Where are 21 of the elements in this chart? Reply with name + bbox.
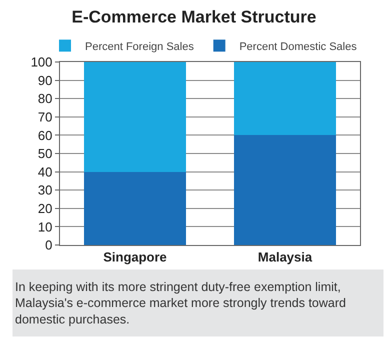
y-tick-label: 0: [45, 238, 52, 253]
x-tick-label: Singapore: [103, 250, 167, 265]
bar: [84, 62, 186, 172]
chart-title: E-Commerce Market Structure: [72, 7, 316, 26]
legend-label: Percent Foreign Sales: [85, 40, 194, 53]
y-tick-label: 100: [30, 54, 52, 70]
y-tick-label: 70: [38, 109, 52, 124]
text: In keeping with its more stringent duty-free exemption limit, Malaysia's e-commerce market more strongly trends toward domestic purchases.: [15, 280, 346, 326]
y-tick-label: 90: [38, 72, 52, 88]
bar: [234, 135, 336, 245]
y-tick-label: 20: [38, 200, 52, 216]
legend-label: Percent Domestic Sales: [239, 40, 358, 53]
x-tick-label: Malaysia: [258, 250, 313, 265]
y-tick-label: 40: [38, 164, 52, 180]
y-tick-label: 60: [38, 128, 52, 143]
bar: [84, 172, 186, 245]
bar: [234, 62, 336, 136]
y-tick-label: 50: [38, 146, 52, 162]
y-tick-label: 30: [38, 182, 52, 198]
y-tick-label: 80: [38, 91, 52, 106]
y-tick-label: 10: [38, 219, 52, 234]
